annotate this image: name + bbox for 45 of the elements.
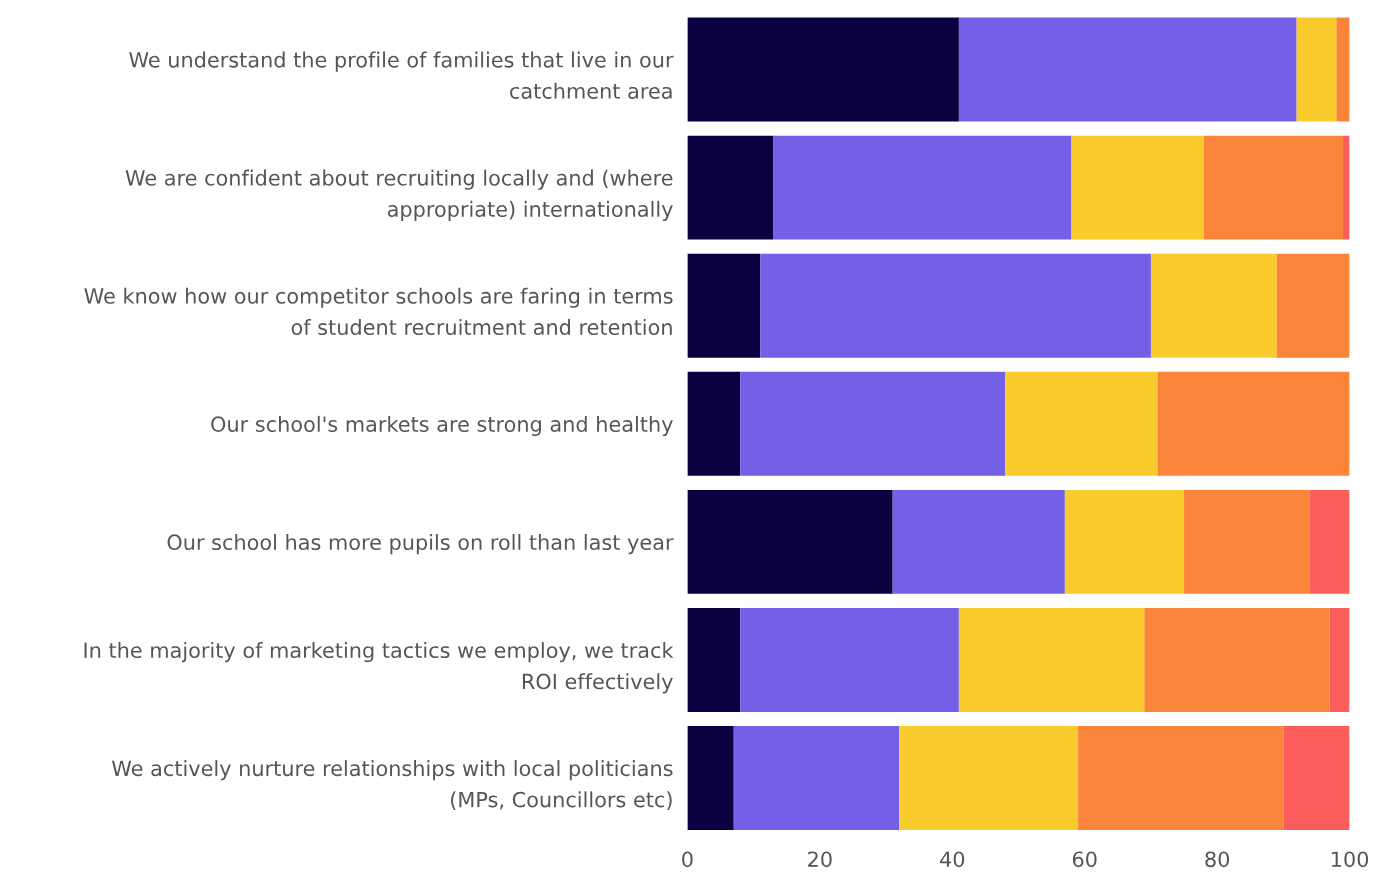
x-tick-label: 0: [682, 851, 693, 868]
y-tick-label: Our school has more pupils on roll than last year: [167, 533, 674, 555]
bar: [1309, 489, 1350, 594]
bar: [1342, 135, 1350, 240]
bar: [892, 489, 1065, 594]
bar: [1276, 253, 1350, 358]
bar: [1203, 135, 1343, 240]
bar: [1005, 371, 1158, 476]
x-tick-label: 60: [1072, 851, 1097, 868]
bar: [958, 17, 1297, 122]
bar: [740, 371, 1006, 476]
bar: [1064, 489, 1185, 594]
y-tick-label: In the majority of marketing tactics we employ, we track ROI effectively: [84, 641, 674, 694]
bar: [1184, 489, 1310, 594]
bar: [1329, 608, 1350, 712]
bar: [1078, 726, 1284, 831]
bar: [740, 608, 959, 712]
x-tick-label: 20: [808, 851, 832, 868]
bar: [1296, 17, 1337, 122]
bar: [687, 371, 741, 476]
bar: [687, 135, 774, 240]
bar: [1144, 608, 1330, 712]
bar: [1283, 726, 1350, 831]
bar: [687, 726, 734, 831]
bar: [733, 726, 900, 831]
bar: [687, 17, 959, 122]
bar: [899, 726, 1079, 831]
bar: [687, 489, 893, 594]
x-tick-label: 80: [1205, 851, 1230, 868]
bar: [1150, 253, 1277, 358]
y-tick-label: We are confident about recruiting locally and (where appropriate) internationally: [125, 169, 673, 222]
y-tick-label: We know how our competitor schools are faring in terms of student recruitment and retention: [84, 287, 673, 336]
bar: [773, 135, 1072, 240]
bar: [687, 253, 761, 358]
bar: [958, 608, 1145, 712]
x-tick-label: 40: [940, 851, 965, 868]
y-tick-label: Our school's markets are strong and healthy: [211, 415, 673, 437]
y-tick-label: We actively nurture relationships with local politicians (MPs, Councillors etc): [111, 760, 673, 810]
bar: [1157, 371, 1350, 476]
y-tick-label: We understand the profile of families that live in our catchment area: [129, 51, 674, 99]
bar: [1336, 17, 1350, 122]
x-tick-label: 100: [1332, 851, 1369, 868]
bar: [687, 608, 741, 712]
bar: [760, 253, 1151, 358]
bar: [1071, 135, 1204, 240]
